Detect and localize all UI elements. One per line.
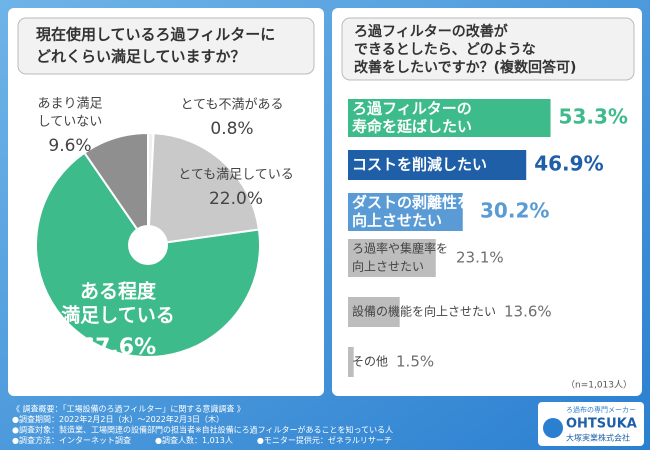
bar [348,193,463,231]
bar-value: 53.3% [559,105,628,129]
sample-note: （n=1,013人） [566,380,632,391]
footer-line: ●調査対象：製造業、工場関連の設備部門の担当者※自社設備にろ過フィルターがあるこ… [12,425,393,435]
bar-label: 設備の機能を向上させたい [352,304,496,319]
bar-value: 1.5% [396,353,434,371]
logo-name: OHTSUKA [566,417,637,432]
bar-label: ダストの剥離性を [352,194,472,212]
bar-label: 向上させたい [352,259,424,274]
slice-label: 満足している [61,305,174,327]
bar-label: ろ過フィルターの [352,100,472,118]
footer-line: ●調査期間：2022年2月2日（水）～2022年2月3日（木） [12,414,224,424]
bar-label: コストを削減したい [352,156,487,174]
bar [348,150,527,180]
bar-label: 向上させたい [352,212,442,230]
bar [348,297,400,327]
chart-title: ろ過フィルターの改善が [354,23,509,40]
pie-slice [146,132,261,247]
footer-line: 《 調査概要：「工場設備のろ過フィルター」に関する意識調査 》 [12,404,245,414]
bar-label: その他 [352,355,388,369]
slice-label: あまり満足 [37,97,102,112]
logo-mark [543,418,563,438]
slice-value: 22.0% [209,189,263,209]
logo-company: 大塚実業株式会社 [566,433,630,443]
logo-box [538,402,644,446]
chart-title: 改善をしたいですか？(複数回答可) [354,59,576,76]
logo-tagline: ろ過布の専門メーカー [566,405,636,414]
slice-label: とても不満がある [181,98,284,113]
chart-title: 現在使用しているろ過フィルターに [36,26,275,44]
pie-slice [83,131,149,249]
bar [348,239,436,277]
bar-value: 30.2% [480,199,549,223]
left-title-box [17,17,315,75]
bar-label: 寿命を延ばしたい [352,118,472,136]
bar-value: 13.6% [504,303,552,321]
bar-value: 23.1% [456,249,504,267]
slice-label: していない [38,115,103,130]
slice-label: ある程度 [80,280,157,303]
slice-value: 9.6% [48,136,91,156]
pie-hole [128,225,168,265]
bar-label: ろ過率や集塵率を [352,241,448,256]
slice-value: 0.8% [210,119,253,139]
bar [348,99,551,137]
chart-title: できるとしたら、どのような [354,42,536,58]
bar-value: 46.9% [534,152,603,176]
bar [348,347,354,377]
chart-title: どれくらい満足していますか？ [36,48,246,66]
right-title-box [341,17,635,81]
slice-value: 67.6% [80,335,156,360]
slice-label: とても満足している [178,168,294,183]
footer-line: ●調査方法：インターネット調査 ●調査人数：1,013人 ●モニター提供元：ゼネ… [12,435,392,445]
